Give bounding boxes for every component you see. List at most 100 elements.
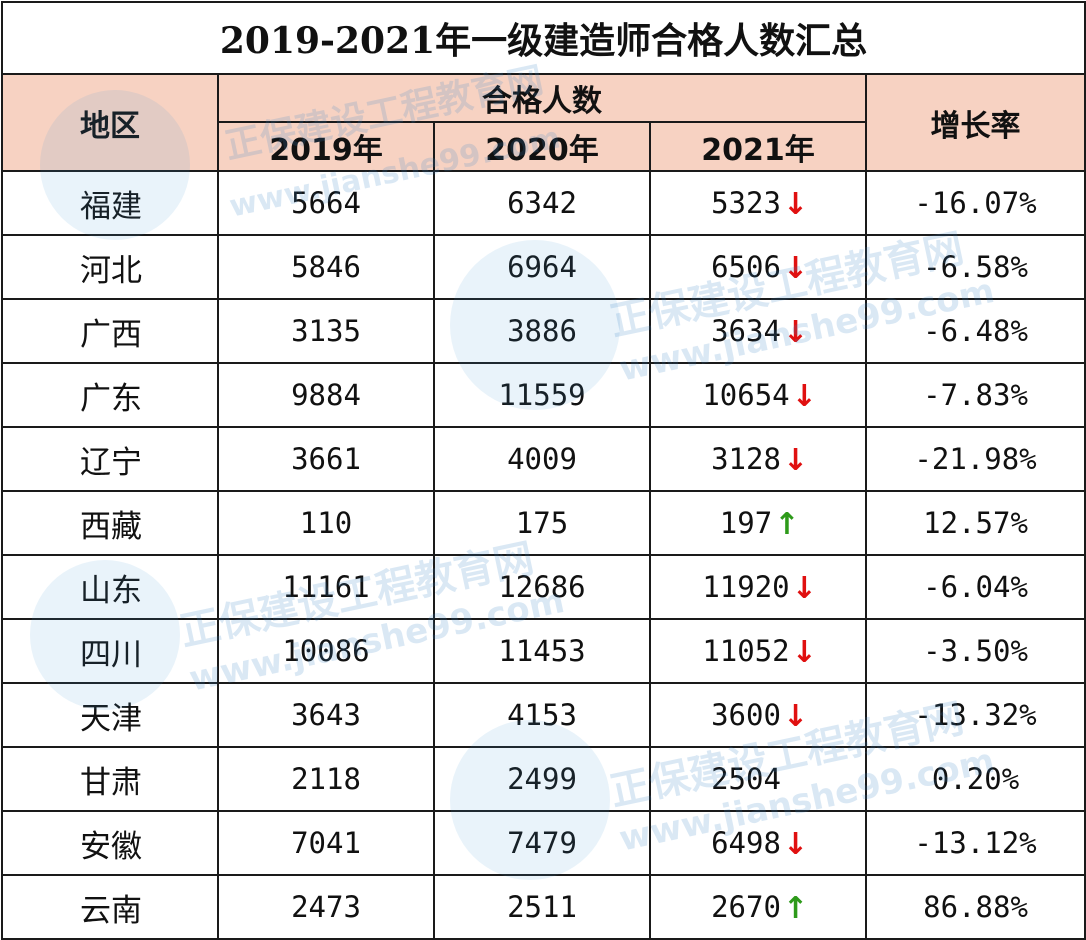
year-header-2020: 2020年 [433, 121, 651, 172]
count-y2021-cell: 11052↓ [649, 618, 867, 684]
count-y2021-cell: 197↑ [649, 490, 867, 556]
count-y2021-value: 3634 [711, 314, 781, 348]
count-y2019-cell: 3135 [217, 298, 435, 364]
table-row: 四川 10086 11453 11052↓ -3.50% [1, 618, 1086, 684]
count-y2020-cell: 3886 [433, 298, 651, 364]
up-arrow-icon: ↑ [774, 507, 800, 542]
table-row: 天津 3643 4153 3600↓ -13.32% [1, 682, 1086, 748]
table-row: 辽宁 3661 4009 3128↓ -21.98% [1, 426, 1086, 492]
count-y2021-cell: 3634↓ [649, 298, 867, 364]
count-y2021-cell: 11920↓ [649, 554, 867, 620]
count-y2021-value: 3600 [711, 698, 781, 732]
count-y2020-cell: 6342 [433, 170, 651, 236]
down-arrow-icon: ↓ [791, 571, 817, 606]
table-row: 广西 3135 3886 3634↓ -6.48% [1, 298, 1086, 364]
count-y2021-cell: 6506↓ [649, 234, 867, 300]
count-y2019-cell: 5664 [217, 170, 435, 236]
count-y2021-value: 2670 [711, 890, 781, 924]
count-y2021-value: 11052 [702, 634, 790, 668]
growth-rate-cell: -16.07% [864, 170, 1086, 236]
region-cell: 四川 [1, 618, 219, 684]
count-y2021-value: 6506 [711, 250, 781, 284]
growth-rate-cell: -21.98% [864, 426, 1086, 492]
growth-rate-cell: -6.04% [864, 554, 1086, 620]
table-row: 广东 9884 11559 10654↓ -7.83% [1, 362, 1086, 428]
count-y2019-cell: 2118 [217, 746, 435, 812]
count-y2020-cell: 2511 [433, 874, 651, 940]
year-header-2021: 2021年 [649, 121, 867, 172]
region-header: 地区 [1, 73, 219, 172]
table-row: 安徽 7041 7479 6498↓ -13.12% [1, 810, 1086, 876]
count-y2019-cell: 9884 [217, 362, 435, 428]
down-arrow-icon: ↓ [782, 443, 809, 478]
count-y2021-cell: 3600↓ [649, 682, 867, 748]
count-y2019-cell: 3661 [217, 426, 435, 492]
down-arrow-icon: ↓ [782, 315, 809, 350]
count-y2020-cell: 4153 [433, 682, 651, 748]
table-row: 福建 5664 6342 5323↓ -16.07% [1, 170, 1086, 236]
count-y2021-cell: 10654↓ [649, 362, 867, 428]
count-y2020-cell: 2499 [433, 746, 651, 812]
count-y2020-cell: 7479 [433, 810, 651, 876]
growth-rate-cell: -6.48% [864, 298, 1086, 364]
year-header-2019: 2019年 [217, 121, 435, 172]
count-y2021-value: 2504 [711, 762, 781, 796]
count-y2019-cell: 110 [217, 490, 435, 556]
region-cell: 山东 [1, 554, 219, 620]
growth-rate-cell: 0.20% [864, 746, 1086, 812]
count-y2021-value: 10654 [702, 378, 790, 412]
count-y2021-cell: 2670↑ [649, 874, 867, 940]
table-title: 2019-2021年一级建造师合格人数汇总 [0, 1, 1086, 75]
down-arrow-icon: ↓ [791, 379, 817, 414]
table-row: 云南 2473 2511 2670↑ 86.88% [1, 874, 1086, 940]
count-y2021-cell: 3128↓ [649, 426, 867, 492]
region-cell: 西藏 [1, 490, 219, 556]
count-y2020-cell: 12686 [433, 554, 651, 620]
growth-rate-cell: -13.32% [864, 682, 1086, 748]
down-arrow-icon: ↓ [791, 635, 817, 670]
region-cell: 河北 [1, 234, 219, 300]
count-y2021-cell: 2504↓ [649, 746, 867, 812]
up-arrow-icon: ↑ [782, 891, 809, 926]
pass-count-header: 合格人数 [217, 73, 867, 123]
growth-rate-cell: -7.83% [864, 362, 1086, 428]
table-row: 西藏 110 175 197↑ 12.57% [1, 490, 1086, 556]
growth-rate-cell: -13.12% [864, 810, 1086, 876]
count-y2020-cell: 11559 [433, 362, 651, 428]
down-arrow-icon: ↓ [782, 251, 809, 286]
region-cell: 福建 [1, 170, 219, 236]
region-cell: 广东 [1, 362, 219, 428]
growth-rate-cell: -6.58% [864, 234, 1086, 300]
count-y2021-value: 3128 [711, 442, 781, 476]
count-y2019-cell: 2473 [217, 874, 435, 940]
count-y2021-cell: 5323↓ [649, 170, 867, 236]
count-y2020-cell: 11453 [433, 618, 651, 684]
region-cell: 广西 [1, 298, 219, 364]
growth-header: 增长率 [864, 73, 1086, 172]
count-y2020-cell: 175 [433, 490, 651, 556]
count-y2019-cell: 5846 [217, 234, 435, 300]
count-y2021-value: 5323 [711, 186, 781, 220]
region-cell: 安徽 [1, 810, 219, 876]
region-cell: 辽宁 [1, 426, 219, 492]
region-cell: 甘肃 [1, 746, 219, 812]
down-arrow-icon: ↓ [782, 827, 809, 862]
count-y2021-value: 6498 [711, 826, 781, 860]
region-cell: 云南 [1, 874, 219, 940]
growth-rate-cell: 86.88% [864, 874, 1086, 940]
growth-rate-cell: 12.57% [864, 490, 1086, 556]
count-y2021-cell: 6498↓ [649, 810, 867, 876]
region-cell: 天津 [1, 682, 219, 748]
count-y2019-cell: 3643 [217, 682, 435, 748]
count-y2021-value: 11920 [702, 570, 790, 604]
down-arrow-icon: ↓ [782, 699, 809, 734]
count-y2019-cell: 7041 [217, 810, 435, 876]
count-y2019-cell: 11161 [217, 554, 435, 620]
table-row: 河北 5846 6964 6506↓ -6.58% [1, 234, 1086, 300]
count-y2020-cell: 4009 [433, 426, 651, 492]
table-row: 山东 11161 12686 11920↓ -6.04% [1, 554, 1086, 620]
growth-rate-cell: -3.50% [864, 618, 1086, 684]
